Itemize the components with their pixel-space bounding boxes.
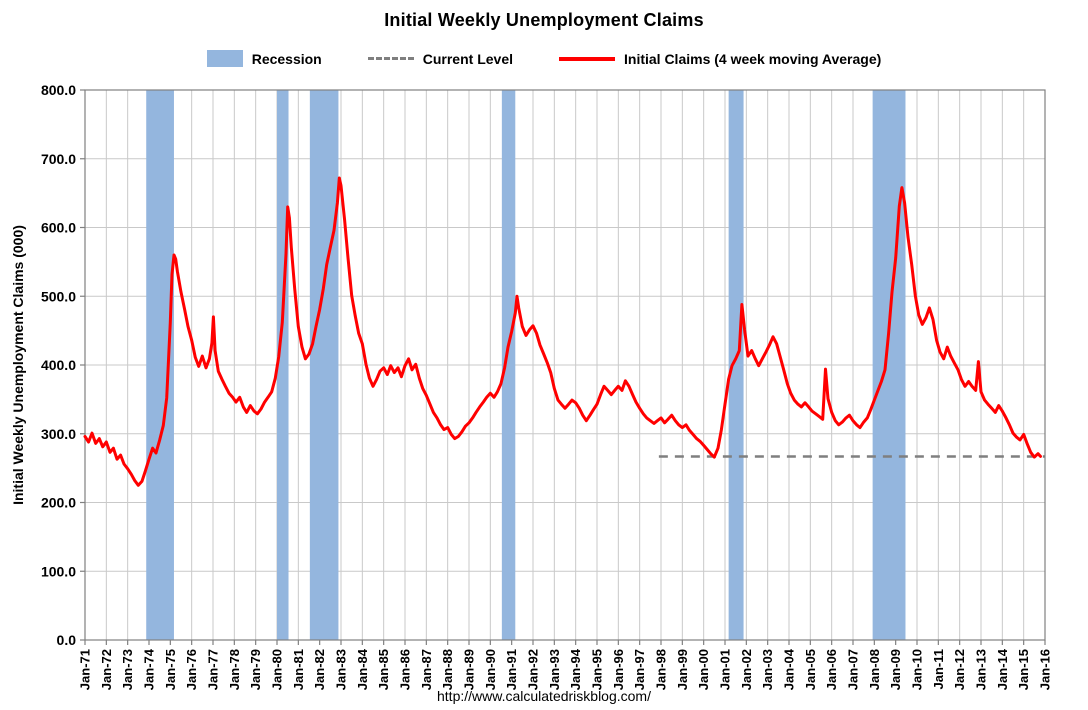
x-tick-label: Jan-12 — [952, 649, 967, 690]
x-tick-label: Jan-92 — [526, 649, 541, 690]
x-tick-label: Jan-13 — [974, 649, 989, 690]
legend-label-current-level: Current Level — [422, 50, 513, 67]
y-tick-label: 200.0 — [41, 495, 76, 511]
x-tick-label: Jan-79 — [248, 649, 263, 690]
x-tick-label: Jan-80 — [270, 649, 285, 690]
y-tick-label: 500.0 — [41, 288, 76, 304]
x-tick-label: Jan-73 — [120, 649, 135, 690]
x-tick-label: Jan-11 — [931, 649, 946, 689]
x-tick-label: Jan-04 — [782, 648, 797, 690]
recession-swatch — [206, 50, 243, 67]
y-tick-label: 300.0 — [41, 426, 76, 442]
x-tick-label: Jan-81 — [291, 649, 306, 690]
x-tick-label: Jan-89 — [462, 649, 477, 690]
y-tick-label: 600.0 — [41, 220, 76, 236]
legend-label-claims: Initial Claims (4 week moving Average) — [624, 50, 882, 67]
recession-band — [146, 90, 174, 640]
x-tick-label: Jan-83 — [334, 649, 349, 690]
x-tick-label: Jan-01 — [718, 649, 733, 690]
y-tick-label: 400.0 — [41, 357, 76, 373]
recession-band — [309, 90, 339, 640]
x-tick-label: Jan-84 — [355, 648, 370, 690]
x-tick-label: Jan-05 — [803, 649, 818, 690]
x-tick-label: Jan-14 — [995, 648, 1010, 690]
x-tick-label: Jan-93 — [547, 649, 562, 690]
x-tick-label: Jan-91 — [504, 649, 519, 690]
x-tick-label: Jan-75 — [163, 649, 178, 690]
x-tick-label: Jan-76 — [184, 649, 199, 690]
claims-line — [83, 176, 1042, 487]
x-tick-label: Jan-94 — [568, 648, 583, 690]
legend-item-current-level: Current Level — [367, 50, 513, 67]
y-tick-label: 800.0 — [41, 82, 76, 98]
legend-label-recession: Recession — [251, 50, 322, 67]
legend-item-claims: Initial Claims (4 week moving Average) — [559, 51, 881, 67]
x-tick-label: Jan-16 — [1038, 649, 1053, 690]
x-tick-label: Jan-87 — [419, 649, 434, 690]
current-level-swatch — [367, 57, 414, 60]
x-tick-label: Jan-95 — [590, 649, 605, 690]
recession-band — [277, 90, 289, 640]
x-tick-label: Jan-07 — [846, 649, 861, 690]
x-tick-label: Jan-72 — [99, 649, 114, 690]
x-tick-label: Jan-71 — [78, 649, 93, 690]
y-axis-title: Initial Weekly Unemployment Claims (000) — [10, 225, 26, 505]
x-tick-label: Jan-06 — [824, 649, 839, 690]
recession-band — [728, 90, 744, 640]
x-tick-label: Jan-85 — [376, 649, 391, 690]
x-tick-label: Jan-77 — [206, 649, 221, 690]
legend: Recession Current Level Initial Claims (… — [0, 50, 1088, 67]
x-tick-label: Jan-98 — [654, 649, 669, 690]
y-tick-label: 100.0 — [41, 563, 76, 579]
x-tick-label: Jan-10 — [910, 649, 925, 690]
x-tick-label: Jan-78 — [227, 649, 242, 690]
x-tick-label: Jan-02 — [739, 649, 754, 690]
y-tick-label: 700.0 — [41, 151, 76, 167]
x-tick-label: Jan-74 — [142, 648, 157, 690]
x-tick-label: Jan-90 — [483, 649, 498, 690]
x-tick-label: Jan-15 — [1016, 649, 1031, 690]
recession-band — [501, 90, 516, 640]
recession-band — [872, 90, 906, 640]
x-tick-label: Jan-99 — [675, 649, 690, 690]
x-tick-label: Jan-00 — [696, 649, 711, 690]
legend-item-recession: Recession — [206, 50, 322, 67]
x-tick-label: Jan-96 — [611, 649, 626, 690]
x-tick-label: Jan-08 — [867, 649, 882, 690]
x-tick-label: Jan-09 — [888, 649, 903, 690]
chart-title: Initial Weekly Unemployment Claims — [384, 10, 704, 30]
x-tick-label: Jan-03 — [760, 649, 775, 690]
source-url: http://www.calculatedriskblog.com/ — [437, 688, 651, 704]
x-tick-label: Jan-86 — [398, 649, 413, 690]
y-tick-label: 0.0 — [57, 632, 77, 648]
x-tick-label: Jan-82 — [312, 649, 327, 690]
x-tick-label: Jan-88 — [440, 649, 455, 690]
x-tick-label: Jan-97 — [632, 649, 647, 690]
claims-swatch — [559, 56, 615, 61]
